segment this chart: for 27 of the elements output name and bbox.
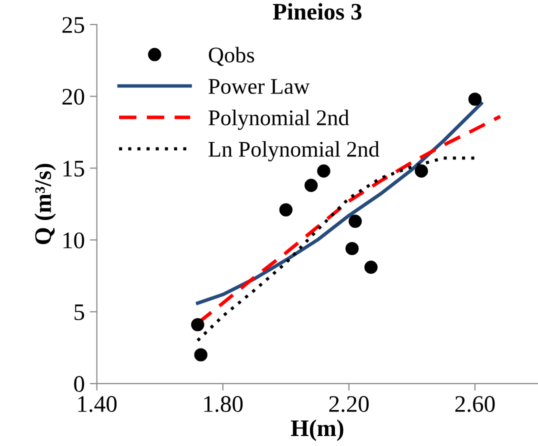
y-tick-label: 10 xyxy=(64,232,84,248)
legend-label: Ln Polynomial 2nd xyxy=(208,141,380,162)
point xyxy=(414,164,428,178)
point xyxy=(364,260,378,274)
y-tick-label: 5 xyxy=(74,304,84,320)
point xyxy=(304,178,318,192)
y-tick-label: 15 xyxy=(64,160,84,177)
x-tick-label: 1.40 xyxy=(78,396,117,412)
point xyxy=(191,318,204,332)
y-tick-label: 20 xyxy=(62,88,84,105)
x-tick-label: 1.80 xyxy=(204,396,243,412)
point xyxy=(194,348,208,362)
legend-label: Qobs xyxy=(208,46,254,66)
point xyxy=(348,214,362,228)
x-tick-label: 2.60 xyxy=(455,396,495,412)
legend-label: Polynomial 2nd xyxy=(208,110,350,130)
y-tick-label: 0 xyxy=(74,376,84,392)
point xyxy=(468,92,482,106)
y-tick-label: 25 xyxy=(62,17,84,33)
point xyxy=(279,203,293,216)
x-axis-title: H(m) xyxy=(290,420,344,441)
x-tick-label: 2.20 xyxy=(329,396,369,412)
y-axis-title: Q (m³/s) xyxy=(34,164,56,244)
legend-label: Power Law xyxy=(208,79,310,94)
chart-title: Pineios 3 xyxy=(272,3,362,20)
point xyxy=(345,242,359,256)
point xyxy=(317,164,330,178)
